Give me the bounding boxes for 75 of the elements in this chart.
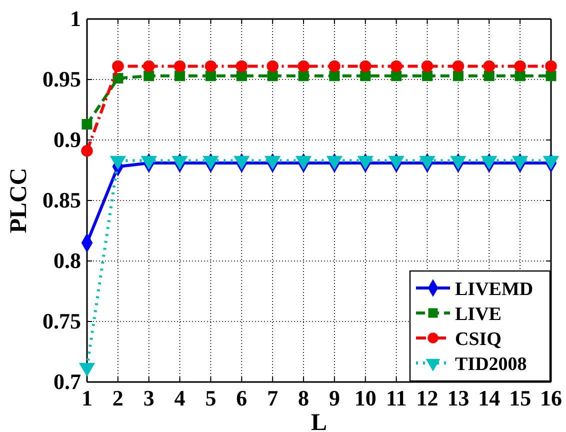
point — [266, 60, 278, 72]
point — [203, 156, 218, 170]
point — [452, 60, 464, 72]
y-tick-label: 0.7 — [54, 369, 81, 394]
point — [174, 70, 186, 82]
point — [420, 156, 435, 170]
point — [236, 70, 247, 82]
x-tick-label: 12 — [416, 386, 438, 411]
point — [450, 156, 466, 170]
point — [141, 156, 157, 170]
x-tick-label: 6 — [236, 386, 248, 411]
point — [110, 156, 126, 170]
point — [452, 70, 464, 82]
point — [328, 60, 340, 72]
point — [298, 60, 310, 72]
y-tick-label: 0.75 — [42, 308, 81, 334]
x-tick-label: 8 — [298, 386, 310, 411]
point — [483, 60, 495, 72]
point — [512, 156, 528, 170]
point — [329, 70, 340, 82]
point — [388, 156, 404, 170]
x-tick-label: 13 — [447, 386, 470, 411]
point — [264, 156, 280, 170]
point — [79, 362, 95, 376]
point — [390, 60, 402, 72]
point — [360, 70, 371, 82]
y-tick-label: 0.85 — [42, 188, 81, 213]
y-tick-label: 0.95 — [42, 66, 81, 92]
point — [144, 70, 154, 82]
legend-label: LIVEMD — [455, 279, 534, 300]
point — [204, 60, 217, 72]
x-axis-title: L — [310, 410, 328, 432]
point — [326, 156, 342, 170]
point — [112, 60, 124, 72]
y-axis-title: PLCC — [6, 168, 32, 234]
point — [267, 70, 278, 82]
point — [205, 70, 216, 82]
point — [81, 145, 93, 157]
point — [172, 156, 188, 170]
x-tick-label: 14 — [478, 386, 500, 411]
x-tick-label: 15 — [509, 386, 532, 411]
x-tick-label: 4 — [174, 386, 186, 411]
x-tick-label: 2 — [112, 386, 124, 411]
point — [481, 156, 497, 170]
point — [514, 60, 526, 72]
x-tick-label: 11 — [386, 386, 407, 411]
point — [543, 156, 559, 170]
point — [236, 60, 248, 72]
legend-label: LIVE — [455, 304, 502, 325]
x-tick-label: 3 — [143, 386, 154, 411]
point — [298, 70, 309, 82]
point — [296, 156, 312, 170]
point — [421, 60, 434, 72]
y-tick-label: 0.9 — [54, 127, 81, 152]
point — [484, 70, 494, 82]
point — [514, 70, 526, 82]
y-tick-label: 0.8 — [54, 248, 81, 274]
point — [174, 60, 186, 72]
point — [545, 60, 557, 72]
x-tick-label: 10 — [354, 386, 376, 411]
x-tick-label: 7 — [267, 386, 278, 411]
x-tick-label: 5 — [205, 386, 216, 411]
point — [422, 70, 433, 82]
point — [358, 156, 374, 170]
point — [234, 156, 250, 170]
point — [391, 70, 402, 82]
x-tick-label: 16 — [540, 386, 562, 411]
point — [82, 119, 92, 130]
point — [360, 60, 372, 72]
point — [546, 70, 556, 82]
legend-label: TID2008 — [455, 354, 527, 375]
x-tick-label: 9 — [328, 386, 340, 411]
y-tick-label: 1 — [70, 6, 81, 32]
legend-label: CSIQ — [455, 329, 502, 350]
point — [143, 60, 155, 72]
